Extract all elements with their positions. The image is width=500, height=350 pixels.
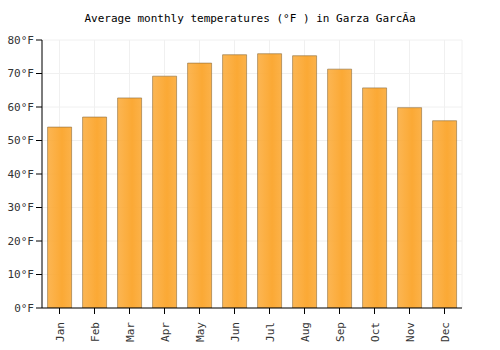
svg-text:10°F: 10°F <box>8 268 34 281</box>
svg-text:70°F: 70°F <box>8 67 34 80</box>
svg-text:Sep: Sep <box>334 322 347 342</box>
svg-text:May: May <box>194 322 207 342</box>
svg-text:60°F: 60°F <box>8 101 34 114</box>
svg-text:Dec: Dec <box>439 322 452 342</box>
svg-text:80°F: 80°F <box>8 34 34 47</box>
svg-text:Jul: Jul <box>264 322 277 342</box>
svg-text:40°F: 40°F <box>8 168 34 181</box>
svg-text:0°F: 0°F <box>14 302 34 315</box>
svg-text:Mar: Mar <box>124 322 137 342</box>
svg-text:Oct: Oct <box>369 322 382 342</box>
svg-text:20°F: 20°F <box>8 235 34 248</box>
svg-text:Jun: Jun <box>229 322 242 342</box>
html-text:Average monthly temperatures (: Average monthly temperatures (°F ) in Ga… <box>84 12 416 25</box>
svg-text:Aug: Aug <box>299 322 312 342</box>
svg-text:50°F: 50°F <box>8 134 34 147</box>
svg-text:Feb: Feb <box>89 322 102 342</box>
svg-text:Apr: Apr <box>159 322 172 342</box>
svg-text:Nov: Nov <box>404 322 417 342</box>
svg-text:Jan: Jan <box>54 322 67 342</box>
svg-text:30°F: 30°F <box>8 201 34 214</box>
